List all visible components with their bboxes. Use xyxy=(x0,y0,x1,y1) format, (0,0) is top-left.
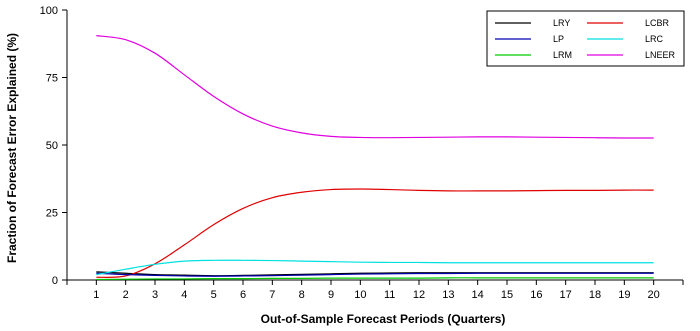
x-tick-label: 3 xyxy=(152,289,158,301)
legend-label-lrm: LRM xyxy=(553,50,572,60)
x-tick-label: 16 xyxy=(530,289,542,301)
x-tick-label: 1 xyxy=(93,289,99,301)
x-tick-label: 20 xyxy=(648,289,660,301)
y-tick-label: 100 xyxy=(40,5,58,17)
legend-label-lcbr: LCBR xyxy=(645,18,670,28)
x-tick-label: 10 xyxy=(354,289,366,301)
x-tick-label: 19 xyxy=(618,289,630,301)
series-line-lcbr xyxy=(96,188,654,278)
series-line-lrc xyxy=(96,259,654,276)
legend-label-lneer: LNEER xyxy=(645,50,676,60)
series-line-lrm xyxy=(96,277,654,281)
x-tick-label: 13 xyxy=(442,289,454,301)
y-tick-label: 50 xyxy=(46,140,58,152)
x-tick-label: 18 xyxy=(589,289,601,301)
x-tick-label: 5 xyxy=(211,289,217,301)
x-tick-label: 6 xyxy=(240,289,246,301)
x-tick-label: 15 xyxy=(501,289,513,301)
x-tick-label: 14 xyxy=(472,289,484,301)
y-tick-label: 25 xyxy=(46,208,58,220)
legend-label-lp: LP xyxy=(553,34,564,44)
x-tick-label: 4 xyxy=(181,289,187,301)
x-tick-label: 9 xyxy=(328,289,334,301)
series-line-lneer xyxy=(96,35,654,139)
x-tick-label: 12 xyxy=(413,289,425,301)
series-line-lp xyxy=(96,272,654,277)
legend: LRY LCBR LP LRC LRM LNEER xyxy=(486,10,685,67)
x-tick-label: 7 xyxy=(269,289,275,301)
x-tick-label: 17 xyxy=(560,289,572,301)
x-tick-label: 8 xyxy=(299,289,305,301)
y-tick-label: 0 xyxy=(52,275,58,287)
y-tick-label: 75 xyxy=(46,73,58,85)
plot-lines xyxy=(96,35,654,281)
x-axis-title: Out-of-Sample Forecast Periods (Quarters… xyxy=(261,312,506,326)
x-tick-label: 2 xyxy=(123,289,129,301)
y-axis-title: Fraction of Forecast Error Explained (%) xyxy=(5,33,19,263)
x-tick-label: 11 xyxy=(384,289,395,301)
legend-label-lrc: LRC xyxy=(645,34,664,44)
legend-label-lry: LRY xyxy=(553,18,570,28)
